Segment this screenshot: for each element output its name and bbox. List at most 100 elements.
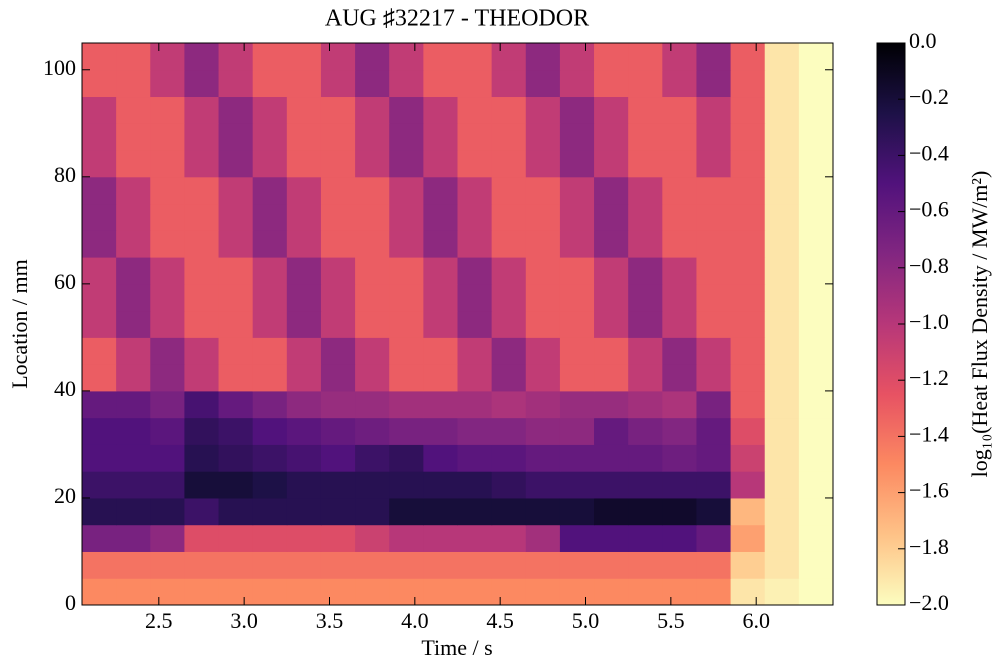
heat-cell [696,123,732,151]
heat-cell [628,69,663,98]
heat-cell [491,43,527,71]
heat-cell [423,444,458,472]
heat-cell [662,150,697,178]
heat-cell [82,524,117,552]
heat-cell [184,257,220,285]
heat-cell [696,203,732,231]
heat-cell [764,69,800,98]
heat-cell [252,257,288,285]
heat-cell [252,578,288,606]
heat-cell [423,96,458,124]
x-tick-label: 6.0 [742,608,770,633]
heat-cell [150,96,185,124]
y-tick-label: 20 [54,483,76,508]
heat-cell [696,444,732,472]
heat-cell [82,176,117,205]
heat-cell [355,578,390,606]
heat-cell [150,417,185,445]
heat-cell [252,96,288,124]
heat-cell [662,364,697,392]
heat-cell [662,524,697,552]
heat-cell [286,43,322,71]
heat-cell [184,417,220,445]
heat-cell [150,551,185,579]
heat-cell [628,123,663,151]
heat-cell [218,283,254,312]
heat-cell [252,150,288,178]
heat-cell [491,257,527,285]
colorbar-tick-label: −1.2 [909,365,949,390]
heat-cell [423,257,458,285]
heat-cell [628,390,663,419]
heat-cell [491,176,527,205]
y-tick-label: 100 [43,55,76,80]
heat-cell [457,551,493,579]
heat-cell [662,176,697,205]
heat-cell [423,524,458,552]
heat-cell [184,310,220,338]
heat-cell [184,390,220,419]
heat-cell [116,150,151,178]
heat-cell [252,310,288,338]
heat-cell [389,471,424,499]
heat-cell [730,69,766,98]
heat-cell [628,417,663,445]
heat-cell [218,176,254,205]
heat-cell [389,337,424,365]
heat-cell [82,444,117,472]
heat-cell [457,203,493,231]
heat-cell [798,123,834,151]
heat-cell [286,123,322,151]
x-tick-label: 4.5 [486,608,514,633]
heat-cell [798,337,834,365]
heat-cell [286,417,322,445]
heat-cell [628,578,663,606]
heat-cell [764,497,800,526]
heat-cell [525,364,561,392]
heat-cell [116,444,151,472]
heat-cell [662,69,697,98]
heat-cell [320,203,356,231]
heat-cell [320,578,356,606]
y-tick-label: 0 [65,590,76,615]
heat-cell [696,257,732,285]
heat-cell [559,390,595,419]
y-tick-label: 60 [54,269,76,294]
heat-cell [218,310,254,338]
heat-cell [423,69,458,98]
heat-cell [389,150,424,178]
heat-cell [798,578,834,606]
heat-cell [389,390,424,419]
heat-cell [355,364,390,392]
heat-cell [696,471,732,499]
x-tick-label: 3.0 [230,608,258,633]
heat-cell [525,283,561,312]
heat-cell [764,43,800,71]
heat-cell [662,123,697,151]
heat-cell [286,524,322,552]
heat-cell [491,524,527,552]
heat-cell [355,123,390,151]
heat-cell [116,257,151,285]
heat-cell [798,96,834,124]
x-tick-label: 5.0 [572,608,600,633]
heat-cell [184,337,220,365]
heat-cell [798,150,834,178]
heat-cell [116,471,151,499]
heat-cell [457,364,493,392]
heat-cell [798,497,834,526]
heat-cell [662,417,697,445]
heat-cell [184,578,220,606]
heat-cell [628,497,663,526]
heat-cell [457,69,493,98]
colorbar-label: log₁₀(Heat Flux Density / MW/m²) [967,171,992,478]
heat-cell [355,96,390,124]
heat-cell [218,69,254,98]
heat-cell [662,203,697,231]
heat-cell [184,524,220,552]
heat-cell [798,444,834,472]
heat-cell [320,417,356,445]
heat-cell [184,203,220,231]
heat-cell [594,551,629,579]
heat-cell [150,390,185,419]
